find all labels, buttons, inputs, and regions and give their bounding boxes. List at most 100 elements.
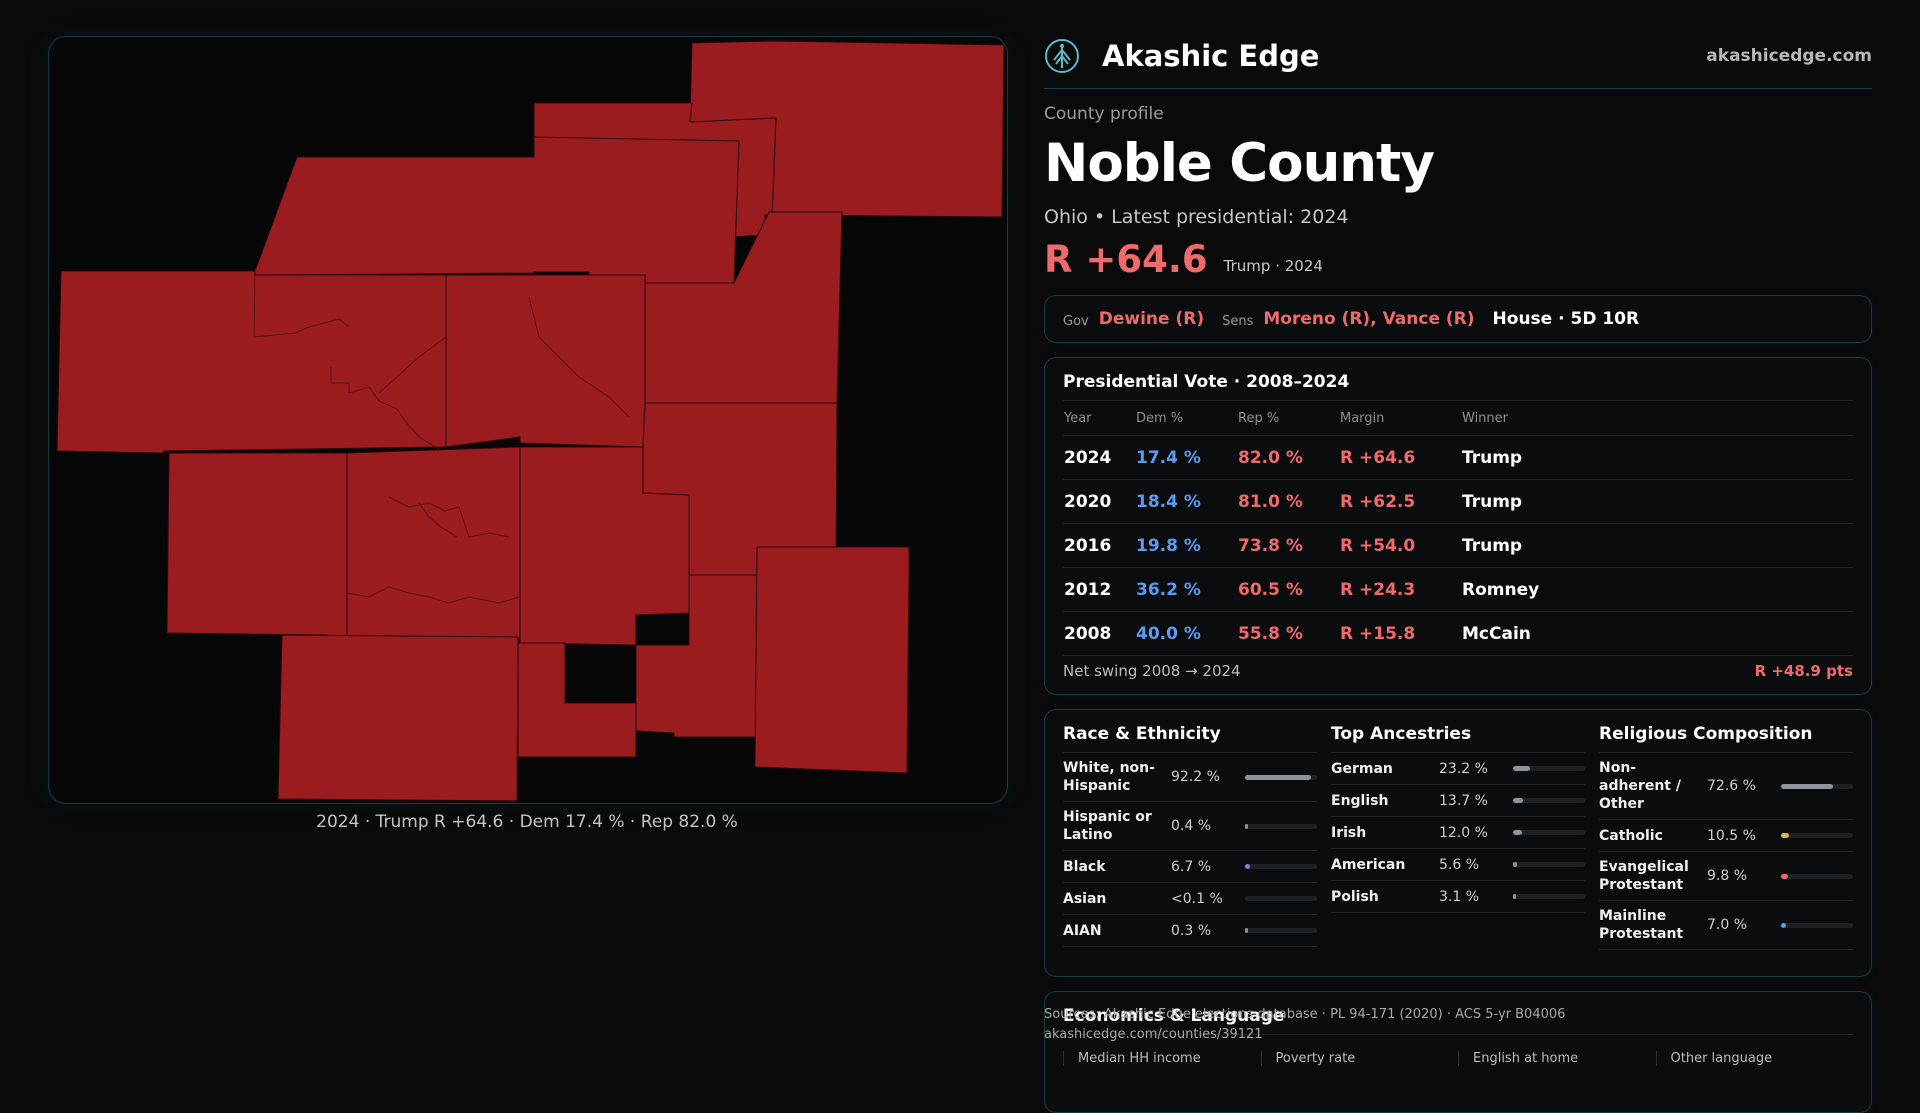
column-header: Dem %	[1135, 401, 1237, 436]
religion-share-bar	[1781, 922, 1853, 928]
ancestry-share-fill	[1513, 798, 1523, 803]
map-region-southwest[interactable]	[166, 452, 348, 638]
map-region-west[interactable]	[56, 270, 447, 454]
cell-dem: 17.4 %	[1135, 435, 1237, 480]
cell-margin: R +62.5	[1339, 479, 1461, 524]
map-boundary-line	[418, 502, 458, 538]
ancestry-row: English 13.7 %	[1331, 785, 1585, 817]
race-share-bar	[1245, 928, 1317, 933]
race-share-fill	[1245, 928, 1248, 933]
race-label: AIAN	[1063, 922, 1102, 939]
economics-label: Median HH income	[1063, 1051, 1261, 1066]
race-share-fill	[1245, 774, 1312, 780]
race-title: Race & Ethnicity	[1063, 710, 1317, 753]
ancestry-row: Irish 12.0 %	[1331, 817, 1585, 849]
cell-winner: Romney	[1461, 567, 1853, 612]
race-label: Hispanic or Latino	[1063, 809, 1152, 843]
economics-label: Other language	[1655, 1051, 1854, 1066]
race-share-bar	[1245, 864, 1317, 869]
race-value: 92.2 %	[1171, 769, 1220, 785]
ancestry-share-bar	[1513, 894, 1585, 899]
race-label: White, non-Hispanic	[1063, 760, 1155, 794]
map-region-north-central[interactable]	[254, 136, 740, 284]
map-boundary-line	[388, 496, 510, 538]
margin-detail: Trump · 2024	[1223, 257, 1323, 275]
religion-value: 9.8 %	[1707, 868, 1748, 884]
margin-value: R +64.6	[1044, 238, 1208, 281]
map-internal-lines	[253, 274, 630, 604]
cell-year: 2024	[1063, 435, 1135, 480]
economics-label: English at home	[1458, 1051, 1656, 1066]
map-boundary-line	[528, 296, 630, 418]
map-region-south-west-lower[interactable]	[277, 634, 519, 802]
race-share-bar	[1245, 896, 1317, 901]
profile-subtitle: Ohio • Latest presidential: 2024	[1044, 206, 1349, 228]
sources-line: Sources: Akashic Edge elections database…	[1044, 1007, 1566, 1022]
ancestry-share-fill	[1513, 830, 1522, 835]
ancestry-label: Irish	[1331, 824, 1367, 841]
brand-domain[interactable]: akashicedge.com	[1706, 46, 1872, 66]
map-region-south-center[interactable]	[346, 446, 521, 640]
ancestry-row: Polish 3.1 %	[1331, 881, 1585, 913]
religion-share-bar	[1781, 873, 1853, 879]
ancestry-share-bar	[1513, 862, 1585, 867]
ancestry-value: 3.1 %	[1439, 888, 1480, 905]
brand-header: Akashic Edge akashicedge.com	[1044, 36, 1872, 76]
cell-rep: 81.0 %	[1237, 479, 1339, 524]
religion-list: Non-adherent / Other 72.6 % Catholic 10.5 %…	[1599, 753, 1853, 950]
religion-label: Evangelical Protestant	[1599, 859, 1689, 893]
map-region-center[interactable]	[445, 274, 646, 448]
cell-rep: 60.5 %	[1237, 567, 1339, 612]
cell-winner: Trump	[1461, 523, 1853, 568]
ancestry-value: 23.2 %	[1439, 760, 1488, 777]
religion-share-bar	[1781, 833, 1853, 838]
column-header: Year	[1063, 401, 1135, 436]
race-share-bar	[1245, 774, 1317, 780]
religion-row: Catholic 10.5 %	[1599, 820, 1853, 852]
map-shapes	[56, 40, 1005, 802]
religion-label: Mainline Protestant	[1599, 908, 1684, 942]
religion-label: Non-adherent / Other	[1599, 760, 1681, 812]
cell-margin: R +54.0	[1339, 523, 1461, 568]
religion-share-fill	[1781, 783, 1834, 789]
cell-dem: 40.0 %	[1135, 611, 1237, 656]
officials-card: Gov Dewine (R) Sens Moreno (R), Vance (R…	[1044, 295, 1872, 343]
table-row: 2008 40.0 % 55.8 % R +15.8 McCain	[1063, 611, 1853, 656]
county-map[interactable]	[48, 36, 1008, 804]
source-link[interactable]: akashicedge.com/counties/39121	[1044, 1027, 1263, 1042]
table-header-row: Year Dem % Rep % Margin Winner	[1063, 401, 1853, 436]
county-map-svg	[56, 40, 1005, 802]
religion-row: Evangelical Protestant 9.8 %	[1599, 852, 1853, 901]
map-boundary-line	[253, 274, 350, 338]
religion-row: Mainline Protestant 7.0 %	[1599, 901, 1853, 950]
county-profile-panel: Akashic Edge akashicedge.com County prof…	[1044, 36, 1872, 1113]
race-label: Black	[1063, 858, 1106, 875]
table-row: 2012 36.2 % 60.5 % R +24.3 Romney	[1063, 567, 1853, 612]
religion-section: Religious Composition Non-adherent / Oth…	[1599, 710, 1853, 976]
cell-year: 2012	[1063, 567, 1135, 612]
map-region-southeast[interactable]	[754, 546, 910, 774]
economics-labels: Median HH income Poverty rate English at…	[1063, 1051, 1853, 1066]
cell-winner: Trump	[1461, 479, 1853, 524]
ancestry-label: American	[1331, 856, 1406, 873]
map-region-south-mid[interactable]	[517, 642, 637, 758]
net-swing: Net swing 2008 → 2024 R +48.9 pts	[1063, 662, 1853, 680]
column-header: Winner	[1461, 401, 1853, 436]
cell-dem: 18.4 %	[1135, 479, 1237, 524]
religion-value: 72.6 %	[1707, 778, 1756, 794]
race-row: Asian <0.1 %	[1063, 883, 1317, 915]
religion-share-fill	[1781, 833, 1789, 838]
ancestry-share-fill	[1513, 766, 1530, 771]
cell-dem: 19.8 %	[1135, 523, 1237, 568]
brand-name[interactable]: Akashic Edge	[1102, 39, 1320, 73]
presidential-title: Presidential Vote · 2008–2024	[1063, 358, 1853, 401]
race-row: Hispanic or Latino 0.4 %	[1063, 802, 1317, 851]
presidential-vote-card: Presidential Vote · 2008–2024 Year Dem %…	[1044, 357, 1872, 695]
profile-kicker: County profile	[1044, 104, 1164, 124]
race-row: AIAN 0.3 %	[1063, 915, 1317, 947]
cell-rep: 55.8 %	[1237, 611, 1339, 656]
religion-row: Non-adherent / Other 72.6 %	[1599, 753, 1853, 820]
tree-globe-icon[interactable]	[1044, 38, 1080, 74]
cell-year: 2016	[1063, 523, 1135, 568]
table-row: 2024 17.4 % 82.0 % R +64.6 Trump	[1063, 435, 1853, 480]
